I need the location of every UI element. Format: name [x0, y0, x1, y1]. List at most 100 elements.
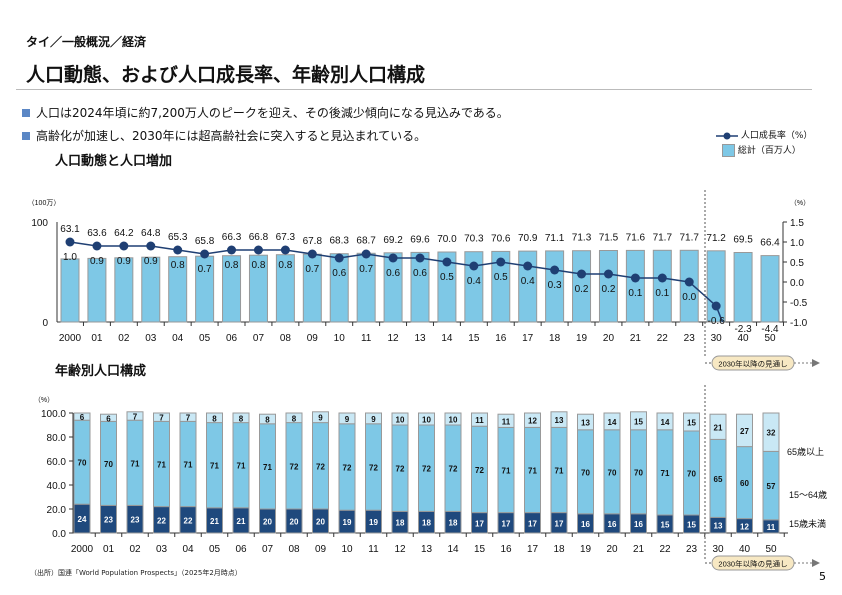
x-tick-label: 13: [421, 544, 433, 555]
x-tick-label: 10: [341, 544, 353, 555]
growth-rate-label: 0.8: [278, 260, 292, 271]
x-tick-label: 05: [209, 544, 221, 555]
age-bar-segment: [153, 412, 170, 422]
age-value-label: 70: [608, 468, 617, 477]
age-value-label: 71: [263, 463, 272, 472]
population-bar: [87, 257, 107, 323]
growth-rate-label: 0.2: [602, 284, 616, 295]
population-bar: [114, 257, 134, 323]
age-value-label: 24: [78, 515, 87, 524]
age-value-label: 6: [106, 414, 111, 423]
growth-rate-label: -4.4: [761, 324, 779, 335]
age-value-label: 11: [767, 523, 776, 532]
age-value-label: 20: [290, 518, 299, 527]
population-label: 69.6: [410, 234, 430, 245]
population-label: 70.0: [437, 234, 457, 245]
population-label: 71.6: [626, 232, 646, 243]
bullet-square-icon: [22, 109, 30, 117]
age-bar-segment: [365, 412, 382, 425]
population-label: 70.9: [518, 233, 538, 244]
age-value-label: 9: [345, 415, 350, 424]
x-tick-label: 16: [495, 333, 507, 344]
age-value-label: 70: [634, 468, 643, 477]
age-bar-segment: [232, 412, 250, 424]
growth-rate-point: [388, 253, 398, 263]
age-value-label: 16: [581, 520, 590, 529]
age-bar-segment: [736, 413, 753, 448]
age-value-label: 20: [316, 518, 325, 527]
age-value-label: 70: [581, 468, 590, 477]
growth-rate-point: [577, 269, 587, 279]
growth-rate-label: 0.6: [386, 268, 400, 279]
age-value-label: 71: [502, 467, 511, 476]
x-tick-label: 19: [576, 333, 588, 344]
population-bar: [518, 250, 538, 323]
chart1-title: 人口動態と人口増加: [55, 154, 173, 169]
population-label: 67.3: [276, 232, 296, 243]
age-bar-segment: [630, 411, 647, 431]
age-value-label: 18: [422, 519, 431, 528]
x-tick-label: 22: [659, 544, 671, 555]
x-tick-label: 20: [603, 333, 615, 344]
population-bar: [248, 254, 268, 323]
age-value-label: 15: [687, 419, 696, 428]
x-tick-label: 06: [226, 333, 238, 344]
population-label: 71.7: [653, 232, 673, 243]
legend-bar: 総計（百万人）: [722, 143, 801, 157]
population-bar: [168, 256, 188, 323]
x-tick-label: 17: [522, 333, 534, 344]
growth-rate-label: 0.9: [117, 256, 131, 267]
x-tick-label: 14: [441, 333, 453, 344]
x-tick-label: 06: [235, 544, 247, 555]
x-tick-label: 05: [199, 333, 211, 344]
growth-rate-point: [253, 245, 263, 255]
age-bar-segment: [338, 412, 356, 425]
x-tick-label: 14: [447, 544, 459, 555]
population-label: 63.1: [60, 224, 80, 235]
population-label: 69.5: [733, 235, 753, 246]
axis-unit: （%）: [34, 396, 54, 404]
right-axis-unit: （%）: [790, 199, 810, 207]
age-value-label: 11: [502, 417, 511, 426]
forecast-label: 2030年以降の見通し: [718, 359, 787, 369]
age-value-label: 70: [78, 459, 87, 468]
age-bar-segment: [762, 412, 780, 452]
x-tick-label: 08: [280, 333, 292, 344]
x-tick-label: 20: [606, 544, 618, 555]
age-value-label: 8: [212, 414, 217, 423]
x-tick-label: 03: [156, 544, 168, 555]
x-tick-label: 15: [474, 544, 486, 555]
age-bar-segment: [285, 412, 303, 424]
y-tick-label: 0: [42, 318, 48, 329]
age-value-label: 9: [371, 415, 376, 424]
population-label: 69.2: [383, 235, 403, 246]
age-value-label: 17: [528, 519, 537, 528]
population-label: 68.3: [329, 236, 349, 247]
age-value-label: 19: [343, 518, 352, 527]
age-value-label: 9: [318, 414, 323, 423]
age-bar-segment: [100, 413, 117, 422]
age-value-label: 72: [396, 465, 405, 474]
x-tick-label: 50: [765, 544, 777, 555]
age-value-label: 22: [157, 516, 166, 525]
left-axis-unit: （100万）: [28, 199, 61, 207]
x-tick-label: 16: [500, 544, 512, 555]
growth-rate-point: [523, 261, 533, 271]
age-value-label: 13: [581, 419, 590, 428]
x-tick-label: 04: [182, 544, 194, 555]
growth-rate-label: 0.7: [305, 264, 319, 275]
x-tick-label: 11: [361, 333, 372, 344]
population-label: 71.2: [706, 233, 726, 244]
age-value-label: 12: [528, 417, 537, 426]
legend-under-15: 15歳未満: [789, 518, 826, 529]
age-bar-segment: [550, 411, 568, 428]
age-bar-segment: [444, 412, 462, 426]
age-value-label: 6: [80, 413, 85, 422]
legend-65-over: 65歳以上: [787, 446, 824, 457]
age-value-label: 72: [343, 464, 352, 473]
growth-rate-label: 0.4: [467, 276, 481, 287]
age-bar-segment: [126, 411, 144, 421]
age-value-label: 8: [265, 416, 270, 425]
age-value-label: 71: [184, 461, 193, 470]
y2-tick-label: 0.5: [790, 258, 804, 269]
